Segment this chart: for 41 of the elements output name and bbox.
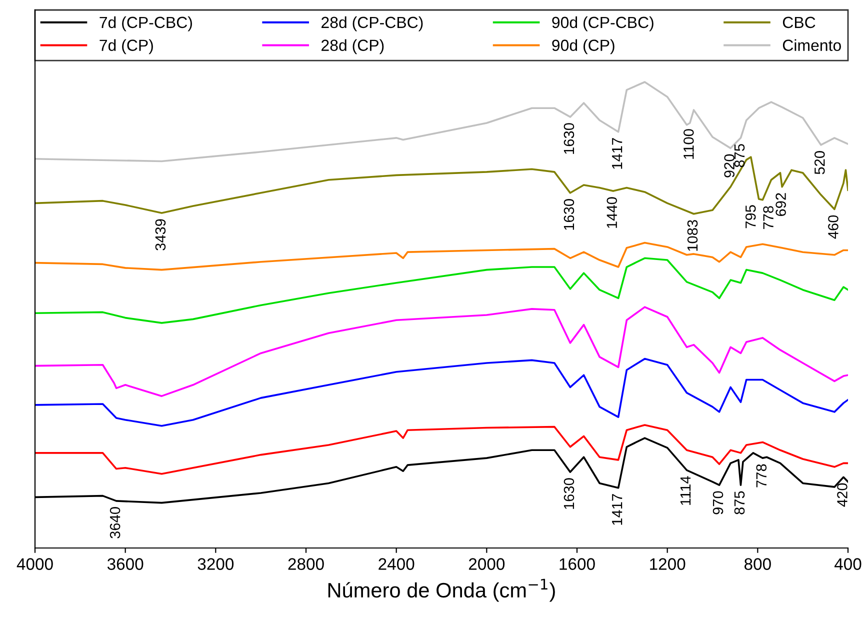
annotation: 1417 xyxy=(612,494,622,525)
x-tick-label: 2000 xyxy=(468,558,505,570)
annotation: 778 xyxy=(763,206,774,230)
legend-label: 28d (CP) xyxy=(322,39,384,54)
annotation: 875 xyxy=(734,144,745,168)
legend-label: 7d (CP) xyxy=(100,39,153,54)
legend-label: 90d (CP-CBC) xyxy=(552,16,654,32)
annotation: 920 xyxy=(724,154,734,178)
annotation: 3640 xyxy=(110,507,120,538)
annotation: 1630 xyxy=(564,478,574,509)
legend-label: 7d (CP-CBC) xyxy=(100,16,192,32)
x-tick-label: 4000 xyxy=(16,558,53,570)
x-tick-label: 2400 xyxy=(378,558,414,570)
annotation: 692 xyxy=(776,193,786,216)
annotation: 460 xyxy=(828,215,838,239)
annotation: 1114 xyxy=(680,476,691,505)
x-axis-title: Número de Onda (cm$^{−1}$) xyxy=(328,578,555,602)
annotation: 520 xyxy=(814,151,825,174)
x-tick-label: 3200 xyxy=(198,558,234,570)
legend-label: 90d (CP) xyxy=(552,39,614,54)
annotation: 1100 xyxy=(684,129,694,159)
annotation: 420 xyxy=(837,483,848,507)
annotation: 3439 xyxy=(155,219,166,250)
annotation: 1630 xyxy=(564,123,574,154)
legend-label: Cimento xyxy=(782,39,841,51)
x-tick-label: 1600 xyxy=(560,558,595,570)
x-tick-label: 1200 xyxy=(650,558,686,570)
legend-label: 28d (CP-CBC) xyxy=(322,16,423,32)
annotation: 1083 xyxy=(687,220,698,251)
x-tick-label: 800 xyxy=(744,558,771,570)
annotation: 1417 xyxy=(612,138,622,169)
annotation: 1440 xyxy=(606,197,618,228)
legend-label: CBC xyxy=(782,16,816,28)
x-tick-label: 400 xyxy=(834,558,862,570)
x-tick-label: 2800 xyxy=(288,558,324,570)
annotation: 795 xyxy=(745,205,756,228)
annotation: 778 xyxy=(756,464,767,488)
x-tick-label: 3600 xyxy=(107,558,144,570)
annotation: 970 xyxy=(712,491,724,514)
annotation: 1630 xyxy=(564,199,574,230)
annotation: 875 xyxy=(734,491,745,514)
